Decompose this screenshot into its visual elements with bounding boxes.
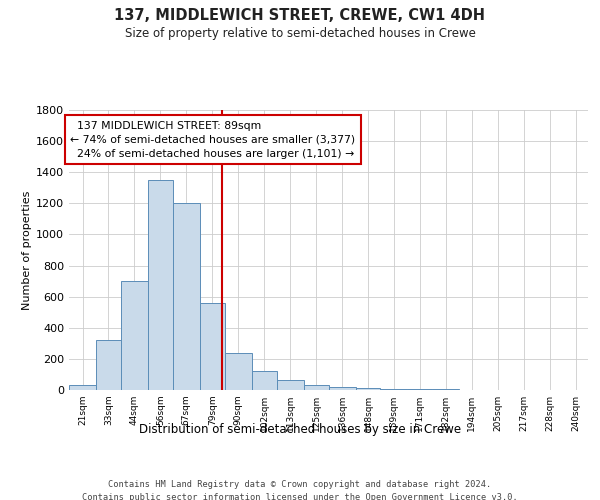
Bar [407,389,432,390]
Bar [224,352,252,390]
Bar [329,387,356,390]
Bar [356,388,380,390]
Bar [277,380,304,390]
Bar [121,281,148,390]
Text: Size of property relative to semi-detached houses in Crewe: Size of property relative to semi-detach… [125,28,475,40]
Bar [252,372,277,390]
Text: Contains HM Land Registry data © Crown copyright and database right 2024.: Contains HM Land Registry data © Crown c… [109,480,491,489]
Text: Contains public sector information licensed under the Open Government Licence v3: Contains public sector information licen… [82,492,518,500]
Bar [200,303,225,390]
Text: 137, MIDDLEWICH STREET, CREWE, CW1 4DH: 137, MIDDLEWICH STREET, CREWE, CW1 4DH [115,8,485,22]
Text: Distribution of semi-detached houses by size in Crewe: Distribution of semi-detached houses by … [139,422,461,436]
Bar [148,180,173,390]
Bar [96,340,121,390]
Bar [173,204,200,390]
Bar [304,384,329,390]
Bar [380,389,407,390]
Text: 137 MIDDLEWICH STREET: 89sqm
← 74% of semi-detached houses are smaller (3,377)
 : 137 MIDDLEWICH STREET: 89sqm ← 74% of se… [70,121,355,159]
Y-axis label: Number of properties: Number of properties [22,190,32,310]
Bar [69,386,96,390]
